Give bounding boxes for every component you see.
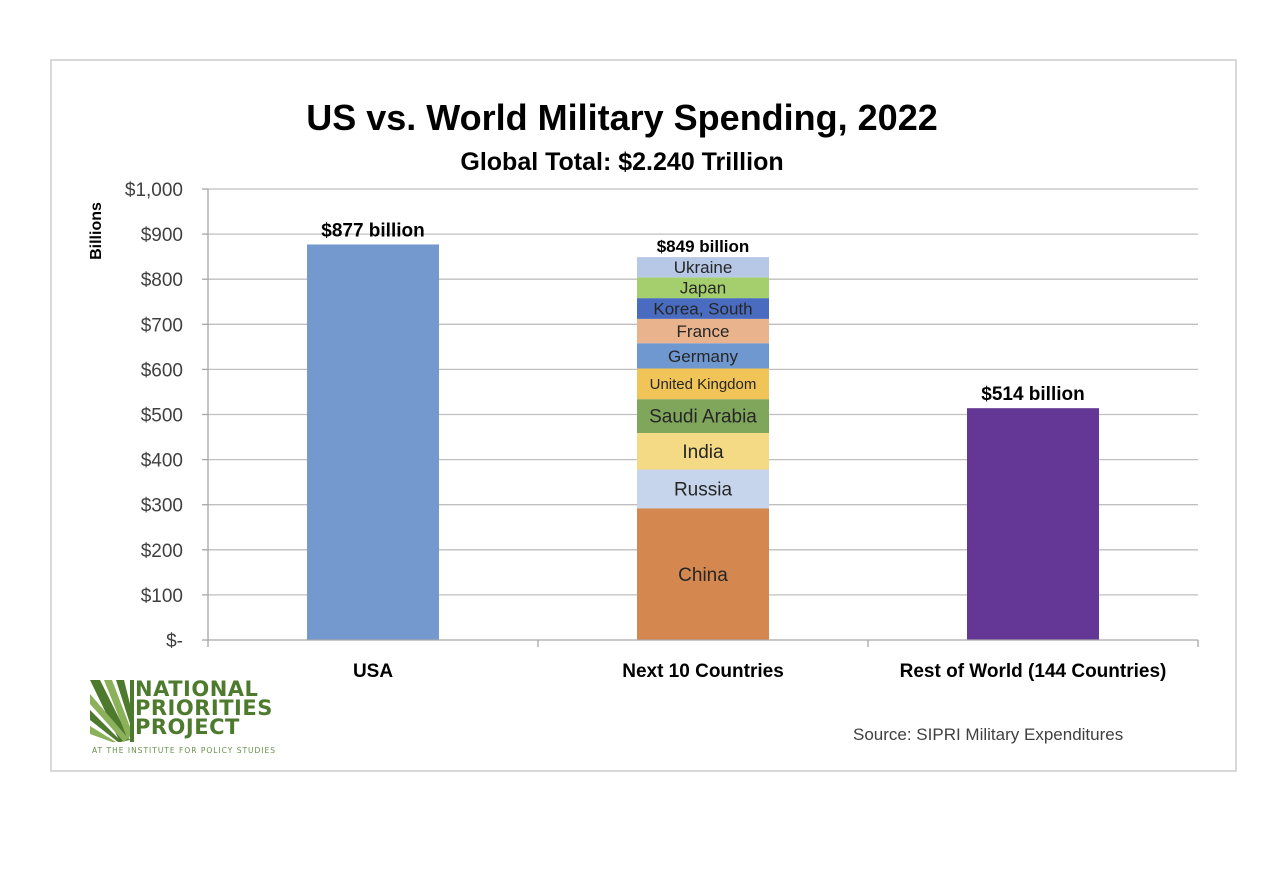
chart-title: US vs. World Military Spending, 2022 xyxy=(306,97,938,138)
logo-line-3: PROJECT xyxy=(135,715,240,739)
bars xyxy=(307,244,1099,640)
segment-label: China xyxy=(678,565,728,586)
y-tick-label: $400 xyxy=(141,451,183,472)
bar-segment-usa xyxy=(307,244,439,640)
segment-label: Saudi Arabia xyxy=(649,407,757,428)
bar-total-label: $877 billion xyxy=(321,220,424,241)
segment-label: Ukraine xyxy=(674,258,733,277)
logo-tagline: AT THE INSTITUTE FOR POLICY STUDIES xyxy=(92,746,277,755)
bar-segment-india xyxy=(637,432,769,470)
segment-label: France xyxy=(677,322,730,341)
chart-frame xyxy=(50,59,1237,772)
segment-label: India xyxy=(682,442,724,463)
bar-segment-china xyxy=(637,508,769,640)
bar-segment-rest-of-world xyxy=(967,408,1099,640)
bar-segment-japan xyxy=(637,277,769,299)
y-tick-label: $900 xyxy=(141,225,183,246)
logo-line-2: PRIORITIES xyxy=(135,696,273,720)
y-tick-label: $800 xyxy=(141,270,183,291)
y-axis-label: Billions xyxy=(88,202,105,260)
y-tick-label: $500 xyxy=(141,406,183,427)
x-tick-label: USA xyxy=(353,661,393,682)
bar-total-label: $514 billion xyxy=(981,384,1084,405)
y-tick-label: $700 xyxy=(141,315,183,336)
segment-label: United Kingdom xyxy=(650,376,757,393)
y-tick-label: $600 xyxy=(141,360,183,381)
x-tick-label: Rest of World (144 Countries) xyxy=(900,661,1167,682)
logo-text: NATIONAL PRIORITIES PROJECT xyxy=(135,677,273,739)
bar-segment-ukraine xyxy=(637,257,769,278)
bar-segment-russia xyxy=(637,469,769,509)
bar-segment-germany xyxy=(637,343,769,369)
logo-line-1: NATIONAL xyxy=(135,677,259,701)
y-tick-label: $300 xyxy=(141,496,183,517)
segment-label: Korea, South xyxy=(653,299,752,318)
bar-segment-saudi-arabia xyxy=(637,399,769,433)
bar-segment-united-kingdom xyxy=(637,368,769,400)
segment-label: Russia xyxy=(674,480,733,501)
npp-logo: NATIONAL PRIORITIES PROJECT AT THE INSTI… xyxy=(90,677,330,760)
y-tick-label: $200 xyxy=(141,541,183,562)
chart-subtitle: Global Total: $2.240 Trillion xyxy=(460,148,783,176)
segment-label: Germany xyxy=(668,347,738,366)
bar-total-label: $849 billion xyxy=(657,237,750,256)
bar-segment-korea-south xyxy=(637,298,769,319)
segment-label: Japan xyxy=(680,279,726,298)
y-tick-label: $1,000 xyxy=(125,180,183,201)
labels: $- $100 $200 $300 $400 $500 $600 $700 $800 $900 $1… xyxy=(125,180,1166,682)
bar-segment-france xyxy=(637,318,769,344)
x-tick-label: Next 10 Countries xyxy=(622,661,784,682)
source-note: Source: SIPRI Military Expenditures xyxy=(853,725,1124,744)
y-tick-label: $100 xyxy=(141,586,183,607)
y-tick-label: $- xyxy=(166,631,183,652)
axes xyxy=(202,188,1199,647)
sunburst-icon xyxy=(90,680,134,742)
